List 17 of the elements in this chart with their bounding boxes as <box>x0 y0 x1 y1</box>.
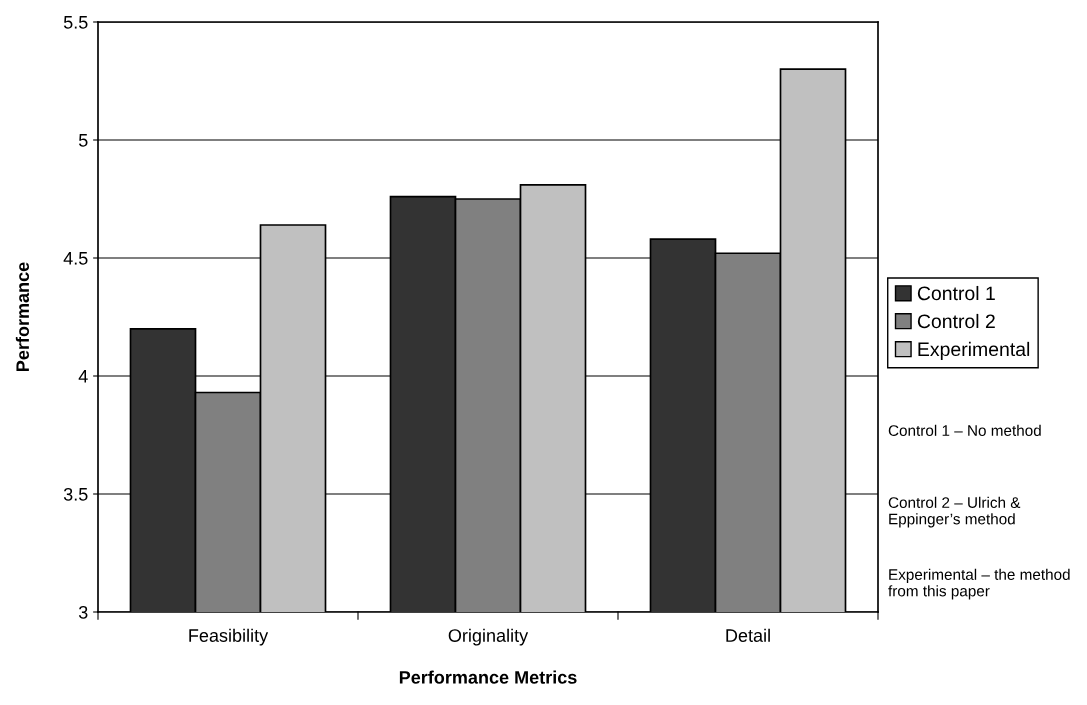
y-tick-label: 3.5 <box>63 487 88 501</box>
y-tick-label: 3 <box>78 605 88 619</box>
x-tick-label: Originality <box>448 628 529 646</box>
text: Control 1 – No method <box>888 424 1041 436</box>
text: Experimental – the method from this paper <box>888 568 1070 600</box>
y-tick-label: 4 <box>78 370 88 383</box>
y-tick-label: 4.5 <box>63 252 88 265</box>
x-tick-label: Detail <box>726 628 770 642</box>
x-axis-title: Performance Metrics <box>399 670 577 684</box>
legend-label: Experimental <box>918 341 1030 360</box>
x-tick-label: Feasibility <box>189 628 269 646</box>
legend-label: Control 1 <box>917 285 995 301</box>
y-axis-title: Performance <box>15 262 30 371</box>
legend-label: Control 2 <box>917 313 995 329</box>
y-tick-label: 5 <box>78 134 88 147</box>
text: Control 2 – Ulrich & Eppinger’s method <box>888 496 1021 528</box>
y-tick-label: 5.5 <box>63 16 88 29</box>
